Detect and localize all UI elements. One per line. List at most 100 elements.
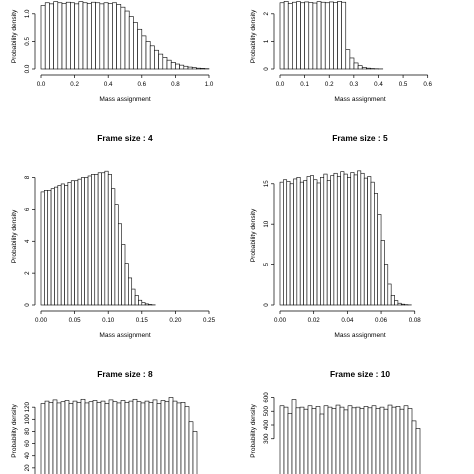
histogram-bar: [70, 180, 75, 306]
histogram-bar: [279, 2, 285, 70]
histogram-bar: [343, 173, 348, 306]
y-tick-label: 120: [24, 401, 31, 412]
histogram-bar: [116, 4, 122, 70]
histogram-bar: [327, 406, 333, 474]
histogram-bar: [330, 175, 335, 306]
histogram-bar: [60, 401, 66, 474]
histogram-bar: [293, 178, 298, 306]
histogram-bar: [380, 240, 385, 306]
y-axis-label: Probability density: [11, 404, 18, 458]
histogram-bar: [117, 223, 122, 306]
histogram-bar: [164, 401, 170, 474]
histogram-bar: [121, 244, 126, 306]
histogram-bar: [403, 405, 409, 474]
y-tick-label: 300: [263, 433, 270, 444]
histogram-bar: [191, 67, 197, 70]
histogram-bar: [138, 299, 143, 306]
y-tick-label: 4: [24, 239, 31, 243]
histogram-bar: [168, 397, 174, 474]
histogram-bar: [391, 406, 397, 474]
histogram-bar: [397, 302, 402, 306]
histogram-bar: [415, 428, 421, 474]
histogram-bar: [295, 407, 301, 474]
x-tick-label: 0.2: [70, 81, 79, 88]
histogram-bar: [310, 175, 314, 306]
histogram-bar: [341, 1, 347, 70]
histogram-bar: [306, 176, 311, 306]
histogram-bar: [124, 263, 129, 306]
histogram-frame-size-5: 0 5 10 15 Probability density 0.00 0.02 0.04 0.0…: [250, 133, 421, 339]
histogram-bar: [87, 175, 92, 306]
y-axis-label: Probability density: [250, 9, 257, 63]
histogram-bar: [44, 400, 50, 474]
histogram-bar: [287, 413, 293, 474]
histogram-bar: [133, 22, 138, 70]
histogram-bar: [77, 178, 82, 306]
histogram-bar: [82, 2, 88, 70]
histogram-bar: [166, 59, 172, 70]
histogram-bar: [149, 45, 155, 70]
histogram-bar: [319, 413, 325, 474]
x-tick-label: 0.0: [37, 81, 46, 88]
histogram-bar: [312, 2, 318, 70]
histogram-bar: [324, 2, 330, 70]
histogram-bar: [97, 172, 102, 306]
histogram-bar: [333, 172, 338, 306]
histogram-bar: [145, 41, 151, 70]
histogram-bar: [131, 288, 136, 306]
histogram-bar: [331, 408, 337, 474]
histogram-bar: [200, 68, 206, 70]
histogram-bar: [74, 180, 79, 306]
x-tick-label: 1.0: [205, 81, 214, 88]
x-tick-label: 0.8: [171, 81, 180, 88]
y-tick-label: 8: [24, 175, 31, 179]
histogram-bar: [283, 179, 288, 306]
histogram-bar: [336, 176, 341, 306]
histogram-bar: [303, 180, 308, 306]
histogram-bar: [128, 400, 134, 474]
histogram-bar: [394, 300, 399, 306]
histogram-bar: [289, 183, 294, 306]
histogram-bar: [387, 283, 392, 306]
histogram-bar: [374, 193, 378, 306]
histogram-bar: [304, 1, 310, 70]
histogram-bar: [335, 404, 341, 474]
histogram-bar: [347, 405, 353, 474]
histogram-bar: [49, 3, 54, 70]
histogram-bar: [47, 190, 52, 306]
histogram-bar: [333, 2, 338, 70]
y-tick-label: 500: [263, 406, 270, 417]
x-tick-label: 0.1: [300, 81, 309, 88]
histogram-bar: [307, 405, 313, 474]
y-tick-label: 600: [263, 392, 270, 403]
histogram-bar: [360, 172, 365, 306]
histogram-bar: [361, 67, 367, 70]
histogram-bar: [112, 2, 117, 70]
x-axis-label: Mass assignment: [99, 332, 150, 339]
histogram-bar: [357, 170, 362, 306]
histogram-bar: [136, 401, 142, 474]
histogram-bar: [100, 400, 106, 474]
histogram-bar: [370, 181, 375, 306]
y-tick-label: 60: [24, 440, 31, 447]
histogram-bar: [81, 177, 85, 306]
histogram-bar: [152, 399, 158, 474]
chart-title: Frame size : 5: [332, 133, 388, 143]
histogram-bar: [65, 1, 71, 70]
histogram-bar: [40, 191, 45, 306]
histogram-bar: [104, 170, 109, 306]
histogram-bar: [108, 399, 114, 474]
histogram-bar: [359, 408, 365, 474]
histogram-bar: [111, 188, 116, 306]
histogram-bar: [279, 181, 284, 306]
histogram-bar: [300, 2, 305, 70]
histogram-bar: [355, 406, 361, 474]
histogram-bar: [339, 406, 345, 474]
histogram-bar: [347, 177, 352, 306]
histogram-bar: [287, 3, 293, 70]
x-tick-label: 0.05: [69, 317, 82, 324]
histogram-bar: [99, 3, 105, 70]
histogram-mass-assignment-2: 0 1 2 Probability density 0.0 0.1 0.2 0.3 0.4 0.5…: [250, 1, 433, 103]
histogram-bar: [349, 57, 355, 70]
